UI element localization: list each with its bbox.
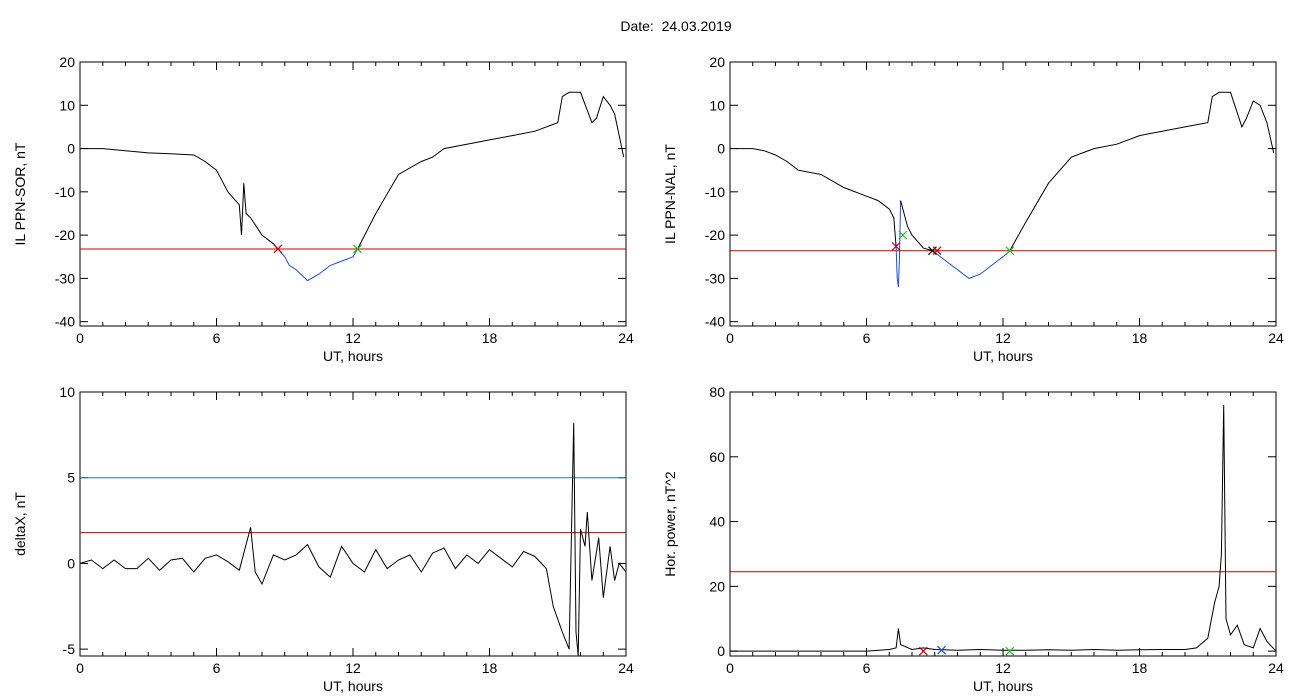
p2-ytick-label: -10 <box>705 184 725 200</box>
p3-xaxis-label: UT, hours <box>323 678 383 694</box>
p2-xaxis-label: UT, hours <box>973 348 1033 364</box>
p3-xtick-label: 6 <box>213 660 221 676</box>
p3-ytick-label: 5 <box>67 470 75 486</box>
p4-cross-marker <box>918 646 928 656</box>
p1-xtick-label: 6 <box>213 330 221 346</box>
date-label: Date: <box>620 18 654 34</box>
p3-xtick-label: 18 <box>482 660 498 676</box>
p4-xtick-label: 12 <box>995 660 1011 676</box>
p1-xtick-label: 0 <box>76 330 84 346</box>
p4-xtick-label: 18 <box>1132 660 1148 676</box>
date-value: 24.03.2019 <box>661 18 732 34</box>
p1-xtick-label: 24 <box>618 330 634 346</box>
p4-xaxis-label: UT, hours <box>973 678 1033 694</box>
p1-ytick-label: 10 <box>59 97 75 113</box>
p2-cross-marker <box>932 246 942 256</box>
p1-ytick-label: -30 <box>55 270 75 286</box>
p1-series-line <box>357 91 625 250</box>
p4-xtick-label: 6 <box>863 660 871 676</box>
p4-ytick-label: 40 <box>709 514 725 530</box>
p3-plot-frame <box>79 391 627 657</box>
p4-ytick-label: 0 <box>717 643 725 659</box>
p2-xtick-label: 24 <box>1268 330 1284 346</box>
p1-plot-frame <box>79 61 627 327</box>
p4-ytick-label: 60 <box>709 449 725 465</box>
p3-xtick-label: 0 <box>76 660 84 676</box>
p2-xtick-label: 6 <box>863 330 871 346</box>
p2-xtick-label: 12 <box>995 330 1011 346</box>
p1-ytick-label: -10 <box>55 184 75 200</box>
p2-series-line <box>1009 91 1275 251</box>
p2-plot-frame <box>729 61 1277 327</box>
p2-ytick-label: -30 <box>705 270 725 286</box>
p1-xtick-label: 18 <box>482 330 498 346</box>
p3-ytick-label: 10 <box>59 384 75 400</box>
p1-ytick-label: -20 <box>55 227 75 243</box>
p2-cross-marker <box>898 230 908 240</box>
p1-ytick-label: 20 <box>59 54 75 70</box>
p1-xaxis-label: UT, hours <box>323 348 383 364</box>
chart-date-header: Date: 24.03.2019 <box>0 18 1300 34</box>
p3-ytick-label: 0 <box>67 555 75 571</box>
p3-ytick-label: -5 <box>63 641 76 657</box>
p2-ytick-label: -40 <box>705 314 725 330</box>
p2-cross-marker <box>891 241 901 251</box>
p1-ytick-label: 0 <box>67 141 75 157</box>
p2-xtick-label: 0 <box>726 330 734 346</box>
p4-ytick-label: 80 <box>709 384 725 400</box>
p2-xtick-label: 18 <box>1132 330 1148 346</box>
p3-yaxis-label: deltaX, nT <box>12 492 28 556</box>
p1-yaxis-label: IL PPN-SOR, nT <box>12 142 28 245</box>
p1-cross-marker <box>353 244 362 254</box>
p2-series-line <box>932 250 1011 279</box>
p3-series-line <box>79 422 627 657</box>
p2-ytick-label: 0 <box>717 141 725 157</box>
p4-cross-marker <box>1005 646 1015 656</box>
p4-yaxis-label: Hor. power, nT^2 <box>662 471 678 577</box>
p1-ytick-label: -40 <box>55 314 75 330</box>
p1-xtick-label: 12 <box>345 330 361 346</box>
p4-xtick-label: 24 <box>1268 660 1284 676</box>
p3-xtick-label: 12 <box>345 660 361 676</box>
p4-xtick-label: 0 <box>726 660 734 676</box>
p2-ytick-label: 20 <box>709 54 725 70</box>
p1-cross-marker <box>273 244 283 254</box>
p3-xtick-label: 24 <box>618 660 634 676</box>
p4-cross-marker <box>937 645 946 655</box>
p2-ytick-label: 10 <box>709 97 725 113</box>
p1-series-line <box>277 248 359 282</box>
p2-series-line <box>900 200 933 252</box>
p2-series-line <box>730 148 897 247</box>
p4-series-line <box>730 404 1277 652</box>
p2-ytick-label: -20 <box>705 227 725 243</box>
p4-plot-frame <box>729 391 1277 657</box>
p1-series-line <box>80 148 279 250</box>
p2-cross-marker <box>1005 246 1015 256</box>
p2-yaxis-label: IL PPN-NAL, nT <box>662 144 678 244</box>
p4-ytick-label: 20 <box>709 578 725 594</box>
